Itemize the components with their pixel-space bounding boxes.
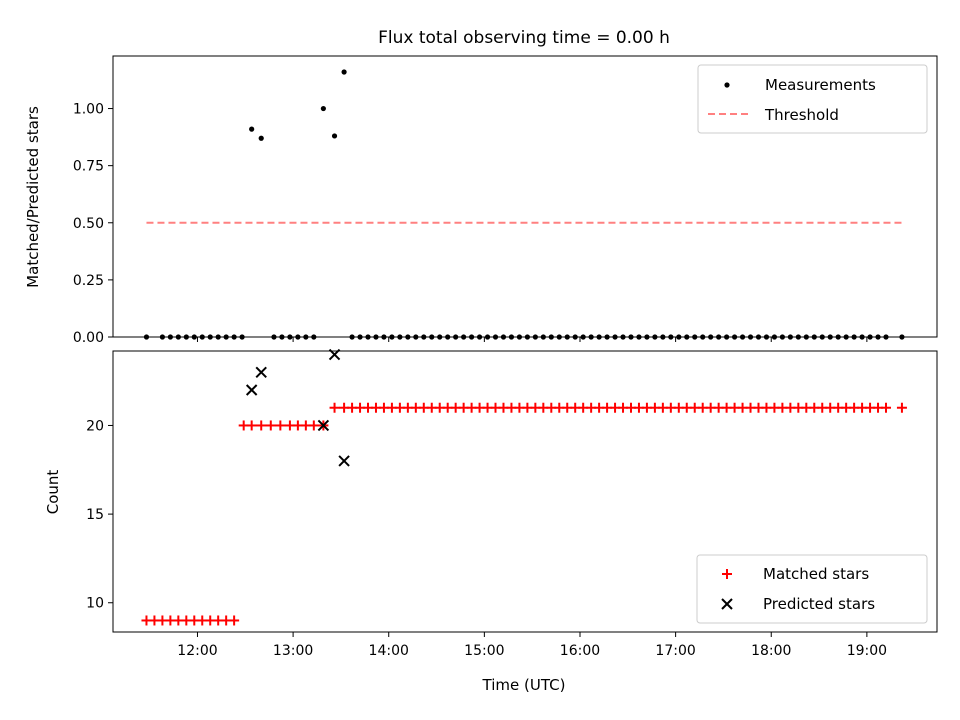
top-y-tick-label: 0.25 <box>73 273 104 289</box>
legend-measurements-label: Measurements <box>765 76 876 94</box>
measurement-point <box>249 126 255 132</box>
top-legend: Measurements Threshold <box>697 64 928 134</box>
bottom-legend-box <box>696 554 928 624</box>
bottom-x-tick-label: 17:00 <box>655 643 695 659</box>
legend-matched-marker <box>722 569 732 579</box>
predicted-star-point <box>245 384 258 396</box>
bottom-x-tick-label: 18:00 <box>751 643 791 659</box>
top-y-tick-label: 1.00 <box>73 102 104 118</box>
bottom-y-ticks: 10 15 20 <box>86 418 113 612</box>
x-axis-label: Time (UTC) <box>482 676 566 694</box>
legend-predicted-label: Predicted stars <box>763 595 875 613</box>
top-x-ticks <box>196 337 868 342</box>
bottom-y-axis-label: Count <box>44 470 62 515</box>
legend-matched-plus <box>722 569 732 579</box>
bottom-x-tick-label: 14:00 <box>369 643 409 659</box>
bottom-x-tick-label: 19:00 <box>847 643 887 659</box>
matched-star-point <box>229 615 240 626</box>
matched-star-point <box>246 420 257 431</box>
bottom-x-tick-label: 16:00 <box>560 643 600 659</box>
measurement-point <box>341 69 347 75</box>
top-y-tick-label: 0.75 <box>73 159 104 175</box>
measurement-point <box>331 133 338 139</box>
bottom-panel: 10 15 20 12:00 13:00 14:00 15:00 16:00 17:00 18:… <box>44 348 938 694</box>
top-y-ticks: 0.00 0.25 0.50 0.75 1.00 <box>73 102 113 346</box>
legend-measurements-marker <box>724 82 730 88</box>
measurement-point <box>320 105 326 112</box>
bottom-y-tick-label: 10 <box>86 596 104 612</box>
measurement-point <box>258 135 264 141</box>
bottom-y-tick-label: 20 <box>86 418 104 434</box>
matched-star-point <box>256 420 267 431</box>
legend-predicted-marker <box>721 598 733 610</box>
bottom-x-tick-label: 13:00 <box>273 643 313 659</box>
top-y-tick-label: 0.50 <box>73 216 104 232</box>
predicted-star-point <box>338 455 350 467</box>
predicted-star-point <box>317 419 330 432</box>
top-axes-frame <box>112 55 938 338</box>
matched-star-point <box>265 420 276 431</box>
matched-star-point <box>880 402 891 413</box>
bottom-x-tick-label: 12:00 <box>177 643 217 659</box>
bottom-x-tick-label: 15:00 <box>464 643 504 659</box>
top-legend-box <box>697 64 928 134</box>
bottom-y-tick-label: 15 <box>86 507 104 523</box>
legend-threshold-label: Threshold <box>764 106 839 124</box>
bottom-plot-marks <box>141 348 907 626</box>
matched-star-point <box>896 402 907 413</box>
top-y-axis-label: Matched/Predicted stars <box>24 106 42 288</box>
top-panel: 0.00 0.25 0.50 0.75 1.00 Matched/Predicted s… <box>24 55 938 346</box>
bottom-axes-frame <box>112 350 938 633</box>
matched-star-point <box>308 420 319 431</box>
predicted-star-point <box>255 366 267 378</box>
bottom-x-ticks: 12:00 13:00 14:00 15:00 16:00 17:00 18:00 19:00 <box>177 632 887 659</box>
legend-predicted-x <box>721 598 733 610</box>
matched-star-point <box>275 420 286 431</box>
matched-star-point <box>329 402 340 413</box>
legend-matched-label: Matched stars <box>763 565 869 583</box>
figure-title: Flux total observing time = 0.00 h <box>378 28 670 48</box>
bottom-legend: Matched stars Predicted stars <box>696 554 928 624</box>
top-y-tick-label: 0.00 <box>73 330 104 346</box>
